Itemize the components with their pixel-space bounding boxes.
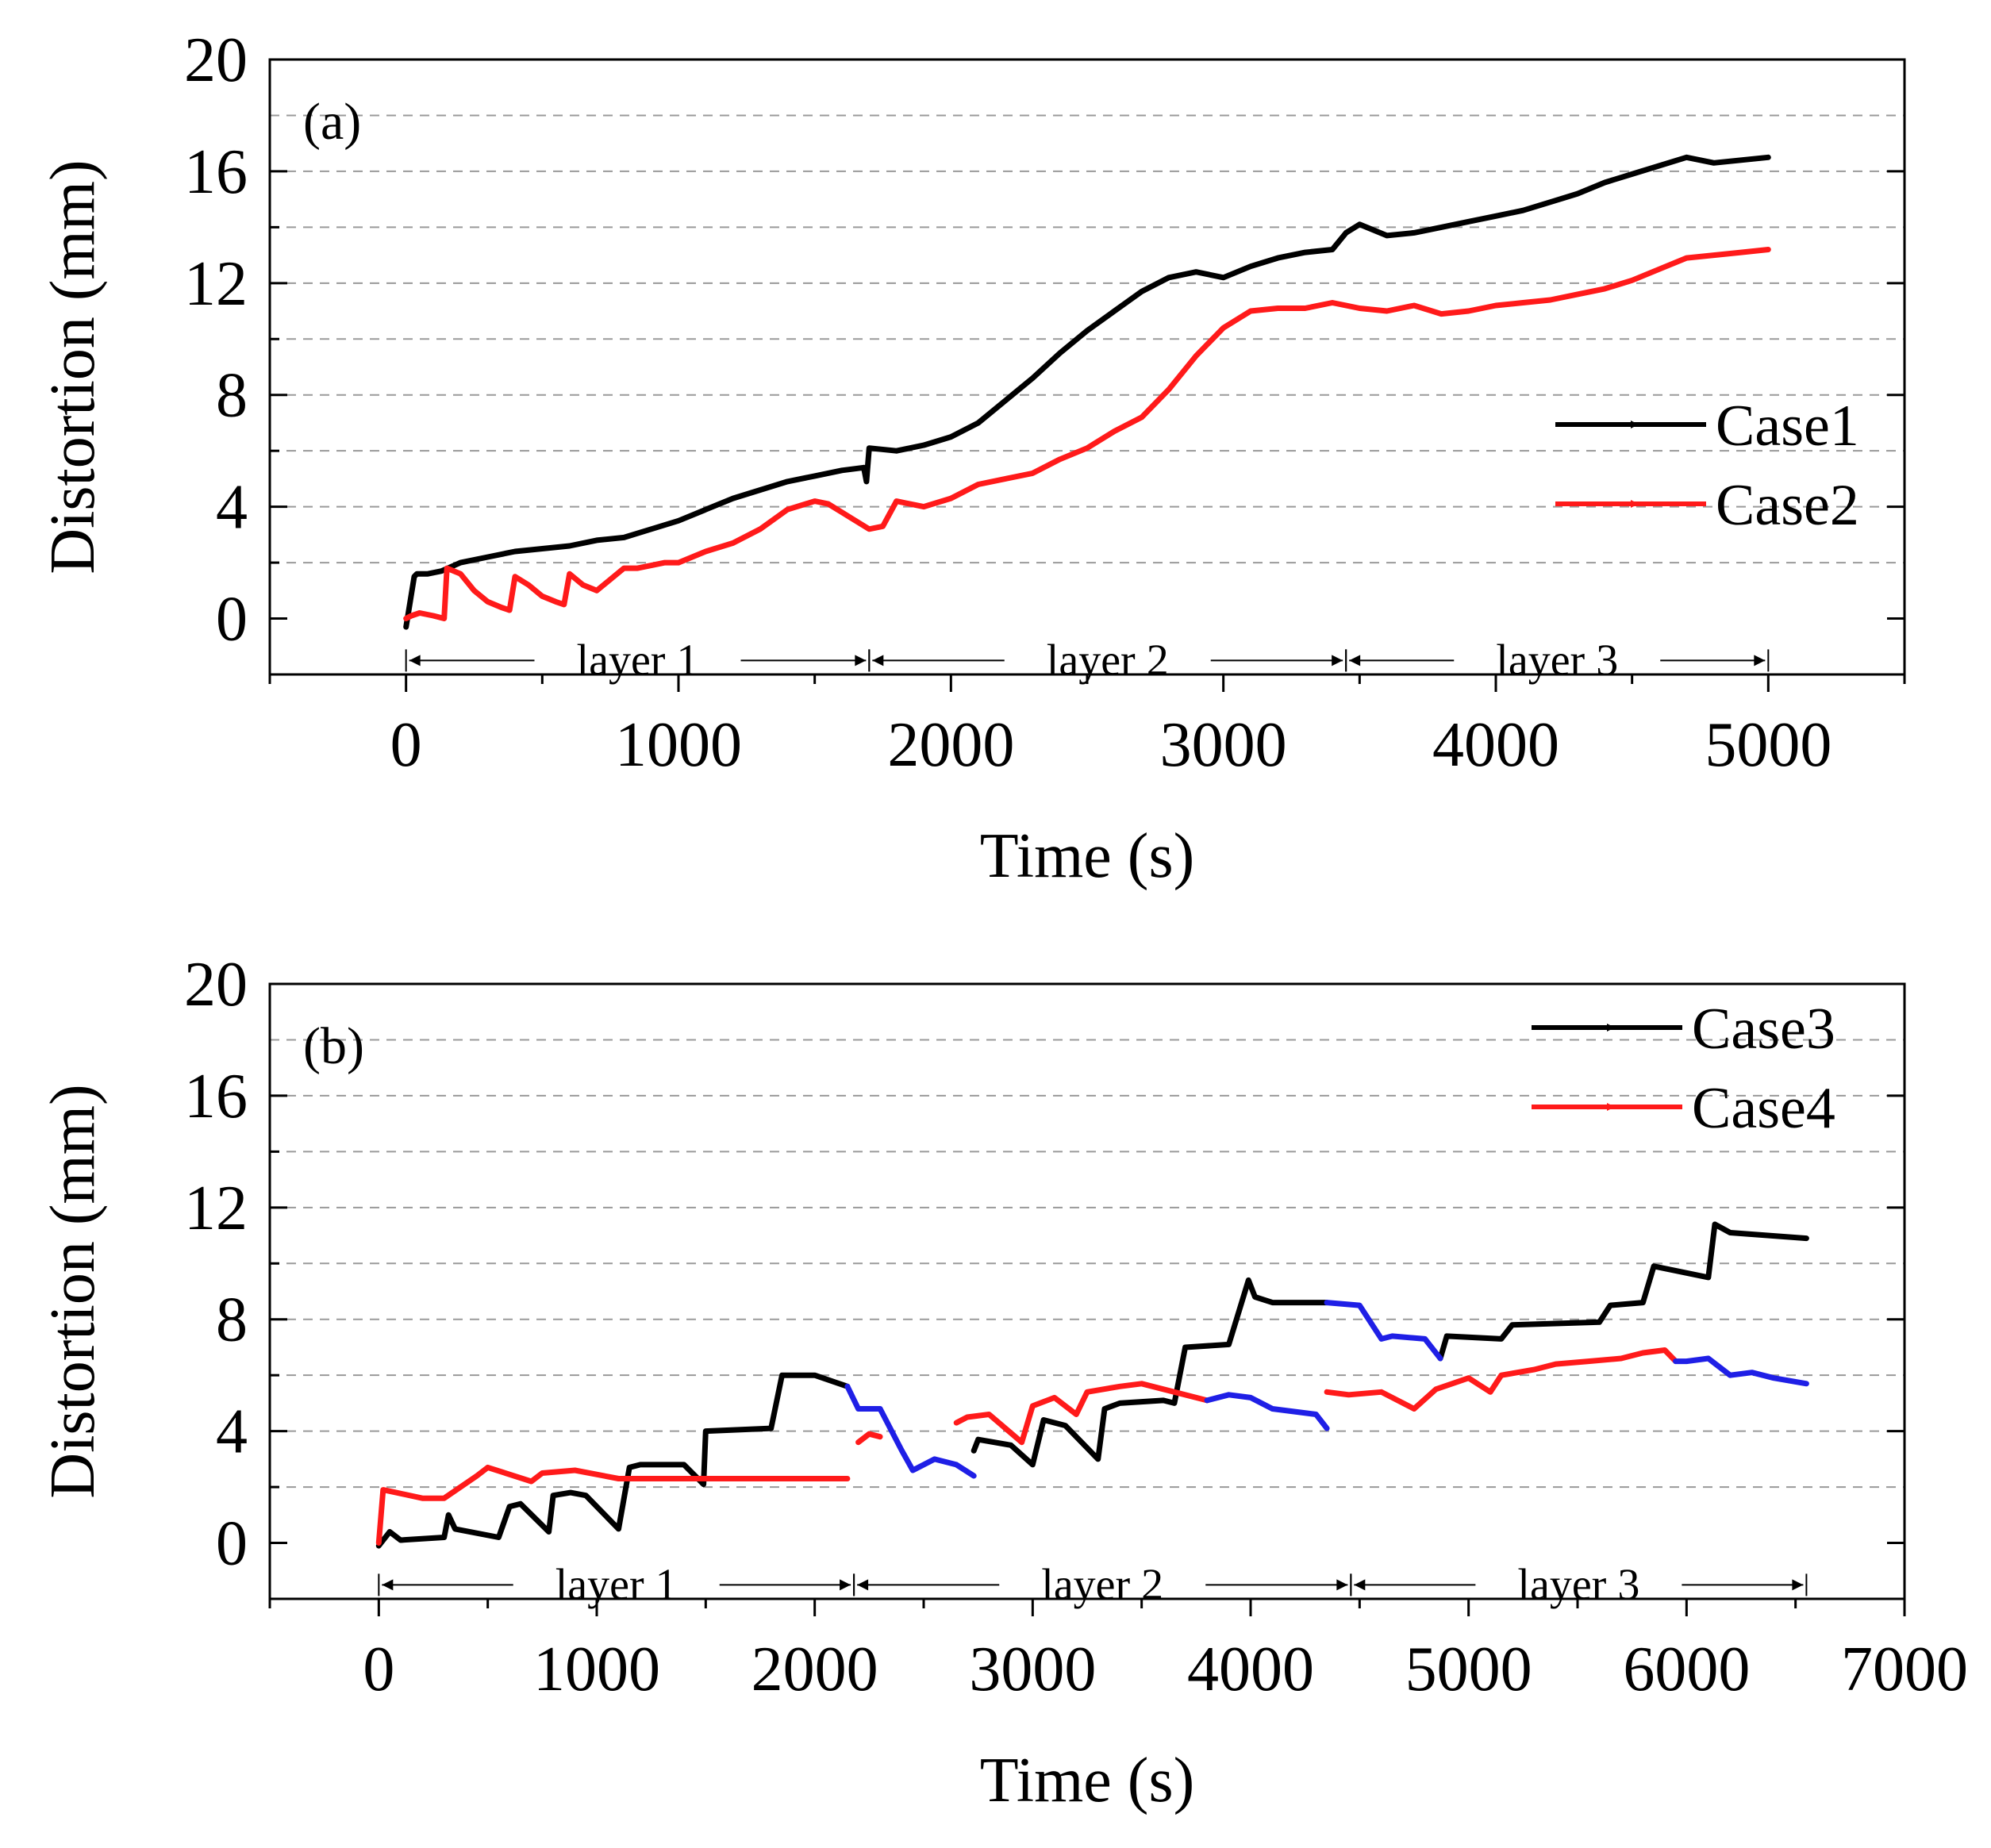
layer-label: layer 2 bbox=[1047, 636, 1169, 685]
series-segment bbox=[1324, 1347, 1679, 1412]
layer-arrowhead bbox=[409, 655, 421, 667]
series-segment bbox=[855, 1431, 883, 1446]
layer-arrowhead bbox=[1754, 655, 1766, 667]
legend-label: Case4 bbox=[1692, 1076, 1835, 1141]
x-tick-label: 2000 bbox=[887, 710, 1014, 780]
series-segment bbox=[1324, 1300, 1443, 1362]
y-tick-label: 20 bbox=[184, 25, 248, 95]
series-segment bbox=[953, 1381, 1210, 1446]
chart-panel-a: 0 4 8 12 16 20 0 1000 2000 3000 4000 5000 Time (s) Di… bbox=[38, 25, 1906, 891]
layer-arrowhead bbox=[872, 655, 884, 667]
series-segment bbox=[971, 1277, 1330, 1468]
layer-label: layer 3 bbox=[1496, 636, 1618, 685]
y-tick-label: 16 bbox=[184, 1062, 248, 1131]
panel-label: (a) bbox=[303, 93, 361, 151]
series-segment bbox=[1204, 1392, 1330, 1431]
layer-arrowhead bbox=[840, 1579, 851, 1591]
series-segment bbox=[844, 1383, 977, 1479]
legend-marker bbox=[1607, 1103, 1615, 1111]
y-tick-label: 8 bbox=[216, 361, 248, 431]
y-tick-label: 16 bbox=[184, 137, 248, 207]
series-line-case2 bbox=[403, 247, 1771, 621]
y-tick-label: 12 bbox=[184, 249, 248, 319]
legend-label: Case2 bbox=[1716, 473, 1859, 538]
panel-label: (b) bbox=[303, 1017, 364, 1075]
plot-frame bbox=[268, 982, 1906, 1600]
series-segment bbox=[1437, 1221, 1809, 1362]
layer-arrowhead bbox=[1792, 1579, 1804, 1591]
y-tick-label: 0 bbox=[216, 1509, 248, 1579]
layer-label: layer 1 bbox=[577, 636, 699, 685]
x-tick-label: 6000 bbox=[1623, 1635, 1750, 1704]
layer-label: layer 3 bbox=[1517, 1560, 1639, 1609]
layer-arrowhead bbox=[1354, 1579, 1366, 1591]
x-tick-label: 1000 bbox=[615, 710, 742, 780]
x-tick-label: 2000 bbox=[751, 1635, 878, 1704]
series-line-case3 bbox=[375, 1372, 851, 1549]
x-tick-label: 0 bbox=[390, 710, 422, 780]
layer-label: layer 2 bbox=[1041, 1560, 1163, 1609]
x-axis-title: Time (s) bbox=[980, 821, 1194, 891]
layer-arrowhead bbox=[382, 1579, 394, 1591]
legend-label: Case1 bbox=[1716, 394, 1859, 459]
layer-arrowhead bbox=[1336, 1579, 1348, 1591]
series-segment bbox=[1673, 1355, 1809, 1387]
y-tick-label: 4 bbox=[216, 1397, 248, 1467]
layer-arrowhead bbox=[1349, 655, 1361, 667]
x-tick-label: 5000 bbox=[1705, 710, 1831, 780]
chart-panel-b: 0 4 8 12 16 20 0 1000 2000 3000 4000 5000 6000 7000 Ti… bbox=[38, 950, 1968, 1815]
x-tick-label: 1000 bbox=[533, 1635, 660, 1704]
x-tick-label: 0 bbox=[363, 1635, 394, 1704]
legend-label: Case3 bbox=[1692, 997, 1835, 1062]
x-tick-label: 3000 bbox=[1160, 710, 1287, 780]
y-tick-label: 8 bbox=[216, 1285, 248, 1355]
layer-arrowhead bbox=[855, 655, 867, 667]
x-tick-label: 3000 bbox=[969, 1635, 1096, 1704]
y-tick-label: 12 bbox=[184, 1174, 248, 1243]
series-line-case4 bbox=[375, 1464, 851, 1546]
legend-marker bbox=[1607, 1024, 1615, 1032]
x-axis-title: Time (s) bbox=[980, 1746, 1194, 1815]
y-axis-title: Distortion (mm) bbox=[38, 159, 108, 574]
x-tick-label: 7000 bbox=[1841, 1635, 1968, 1704]
y-axis-title: Distortion (mm) bbox=[38, 1084, 108, 1498]
y-tick-label: 20 bbox=[184, 950, 248, 1020]
y-tick-label: 0 bbox=[216, 585, 248, 655]
x-tick-label: 4000 bbox=[1187, 1635, 1314, 1704]
x-tick-label: 4000 bbox=[1432, 710, 1559, 780]
layer-label: layer 1 bbox=[555, 1560, 678, 1609]
legend-marker bbox=[1631, 500, 1639, 508]
y-tick-label: 4 bbox=[216, 473, 248, 543]
legend-marker bbox=[1631, 421, 1639, 428]
x-tick-label: 5000 bbox=[1405, 1635, 1532, 1704]
layer-arrowhead bbox=[857, 1579, 869, 1591]
series-line-case1 bbox=[403, 154, 1771, 630]
layer-arrowhead bbox=[1332, 655, 1343, 667]
